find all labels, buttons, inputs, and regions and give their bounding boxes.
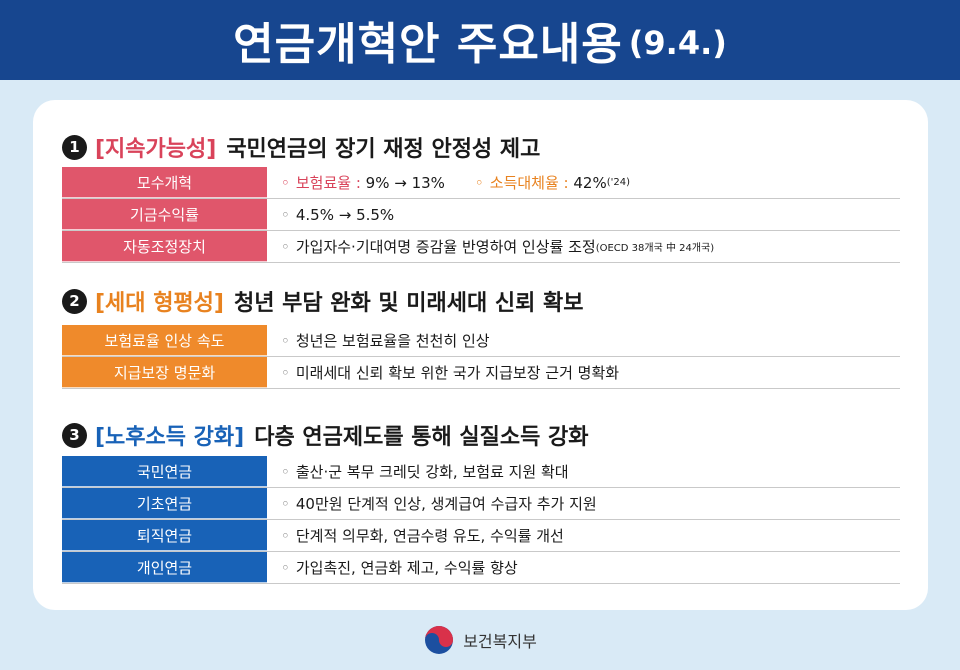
table-row: 자동조정장치 ◦ 가입자수·기대여명 증감율 반영하여 인상률 조정 (OECD…	[62, 231, 900, 263]
section-2-heading: 청년 부담 완화 및 미래세대 신뢰 확보	[233, 291, 584, 316]
section-1-table: 모수개혁 ◦ 보험료율 : 9% → 13% ◦ 소득대체율 : 42% ('2…	[62, 167, 900, 263]
replacement-rate-note: ('24)	[606, 177, 631, 188]
row-label: 지급보장 명문화	[62, 357, 267, 388]
bullet: ◦	[281, 363, 290, 382]
table-row: 국민연금 ◦ 출산·군 복무 크레딧 강화, 보험료 지원 확대	[62, 456, 900, 488]
section-3-table: 국민연금 ◦ 출산·군 복무 크레딧 강화, 보험료 지원 확대 기초연금 ◦ …	[62, 456, 900, 584]
premium-rate-value: 9% → 13%	[365, 173, 445, 192]
row-label: 모수개혁	[62, 167, 267, 198]
replacement-rate-label: 소득대체율 :	[489, 174, 569, 192]
row-value: 단계적 의무화, 연금수령 유도, 수익률 개선	[295, 527, 564, 545]
row-label: 자동조정장치	[62, 231, 267, 262]
row-text: ◦ 청년은 보험료율을 천천히 인상	[267, 330, 900, 351]
bullet: ◦	[281, 494, 290, 513]
row-value: 가입자수·기대여명 증감율 반영하여 인상률 조정	[295, 238, 596, 256]
replacement-rate-value: 42%	[573, 173, 607, 192]
table-row: 기금수익률 ◦ 4.5% → 5.5%	[62, 199, 900, 231]
row-text: ◦ 40만원 단계적 인상, 생계급여 수급자 추가 지원	[267, 493, 900, 514]
table-row: 퇴직연금 ◦ 단계적 의무화, 연금수령 유도, 수익률 개선	[62, 520, 900, 552]
page-title: 연금개혁안 주요내용	[233, 19, 623, 70]
section-number-1: 1	[62, 134, 87, 160]
taegeuk-emblem-icon	[425, 626, 454, 654]
ministry-name: 보건복지부	[463, 632, 537, 651]
premium-rate-label: 보험료율 :	[295, 174, 361, 192]
section-3-tag: [노후소득 강화]	[95, 425, 245, 450]
row-value: 미래세대 신뢰 확보 위한 국가 지급보장 근거 명확화	[295, 364, 620, 382]
bullet: ◦	[281, 205, 290, 224]
row-text: ◦ 미래세대 신뢰 확보 위한 국가 지급보장 근거 명확화	[267, 362, 900, 383]
row-value: 청년은 보험료율을 천천히 인상	[295, 332, 490, 350]
bullet: ◦	[281, 462, 290, 481]
section-1-heading: 국민연금의 장기 재정 안정성 제고	[226, 137, 541, 162]
bullet: ◦	[281, 331, 290, 350]
table-row: 지급보장 명문화 ◦ 미래세대 신뢰 확보 위한 국가 지급보장 근거 명확화	[62, 357, 900, 389]
section-2-tag: [세대 형평성]	[95, 291, 224, 316]
row-label: 퇴직연금	[62, 520, 267, 551]
page-date: (9.4.)	[628, 24, 727, 62]
section-1-title: 1 [지속가능성] 국민연금의 장기 재정 안정성 제고	[62, 130, 540, 164]
row-text: ◦ 가입자수·기대여명 증감율 반영하여 인상률 조정 (OECD 38개국 中…	[267, 236, 900, 257]
row-text: ◦ 보험료율 : 9% → 13% ◦ 소득대체율 : 42% ('24)	[267, 172, 900, 193]
section-3-title: 3 [노후소득 강화] 다층 연금제도를 통해 실질소득 강화	[62, 418, 588, 452]
bullet: ◦	[281, 237, 290, 256]
bullet: ◦	[281, 558, 290, 577]
row-value: 4.5% → 5.5%	[295, 205, 395, 224]
row-text: ◦ 4.5% → 5.5%	[267, 206, 900, 224]
section-2-table: 보험료율 인상 속도 ◦ 청년은 보험료율을 천천히 인상 지급보장 명문화 ◦…	[62, 325, 900, 389]
table-row: 모수개혁 ◦ 보험료율 : 9% → 13% ◦ 소득대체율 : 42% ('2…	[62, 167, 900, 199]
section-1-tag: [지속가능성]	[95, 137, 217, 162]
row-value: 40만원 단계적 인상, 생계급여 수급자 추가 지원	[295, 495, 597, 513]
row-value: 가입촉진, 연금화 제고, 수익률 향상	[295, 559, 518, 577]
row-label: 국민연금	[62, 456, 267, 487]
bullet: ◦	[281, 526, 290, 545]
footer: 보건복지부	[0, 622, 960, 658]
row-value: 출산·군 복무 크레딧 강화, 보험료 지원 확대	[295, 463, 569, 481]
table-row: 보험료율 인상 속도 ◦ 청년은 보험료율을 천천히 인상	[62, 325, 900, 357]
row-text: ◦ 단계적 의무화, 연금수령 유도, 수익률 개선	[267, 525, 900, 546]
row-label: 개인연금	[62, 552, 267, 583]
row-text: ◦ 가입촉진, 연금화 제고, 수익률 향상	[267, 557, 900, 578]
bullet: ◦	[474, 173, 484, 192]
row-label: 보험료율 인상 속도	[62, 325, 267, 356]
table-row: 개인연금 ◦ 가입촉진, 연금화 제고, 수익률 향상	[62, 552, 900, 584]
section-3-heading: 다층 연금제도를 통해 실질소득 강화	[254, 425, 589, 450]
row-text: ◦ 출산·군 복무 크레딧 강화, 보험료 지원 확대	[267, 461, 900, 482]
row-label: 기초연금	[62, 488, 267, 519]
row-label: 기금수익률	[62, 199, 267, 230]
row-note: (OECD 38개국 中 24개국)	[595, 243, 715, 254]
section-number-2: 2	[62, 288, 87, 314]
table-row: 기초연금 ◦ 40만원 단계적 인상, 생계급여 수급자 추가 지원	[62, 488, 900, 520]
section-number-3: 3	[62, 422, 87, 448]
header-banner: 연금개혁안 주요내용 (9.4.)	[0, 0, 960, 80]
bullet: ◦	[281, 173, 290, 192]
section-2-title: 2 [세대 형평성] 청년 부담 완화 및 미래세대 신뢰 확보	[62, 284, 584, 318]
